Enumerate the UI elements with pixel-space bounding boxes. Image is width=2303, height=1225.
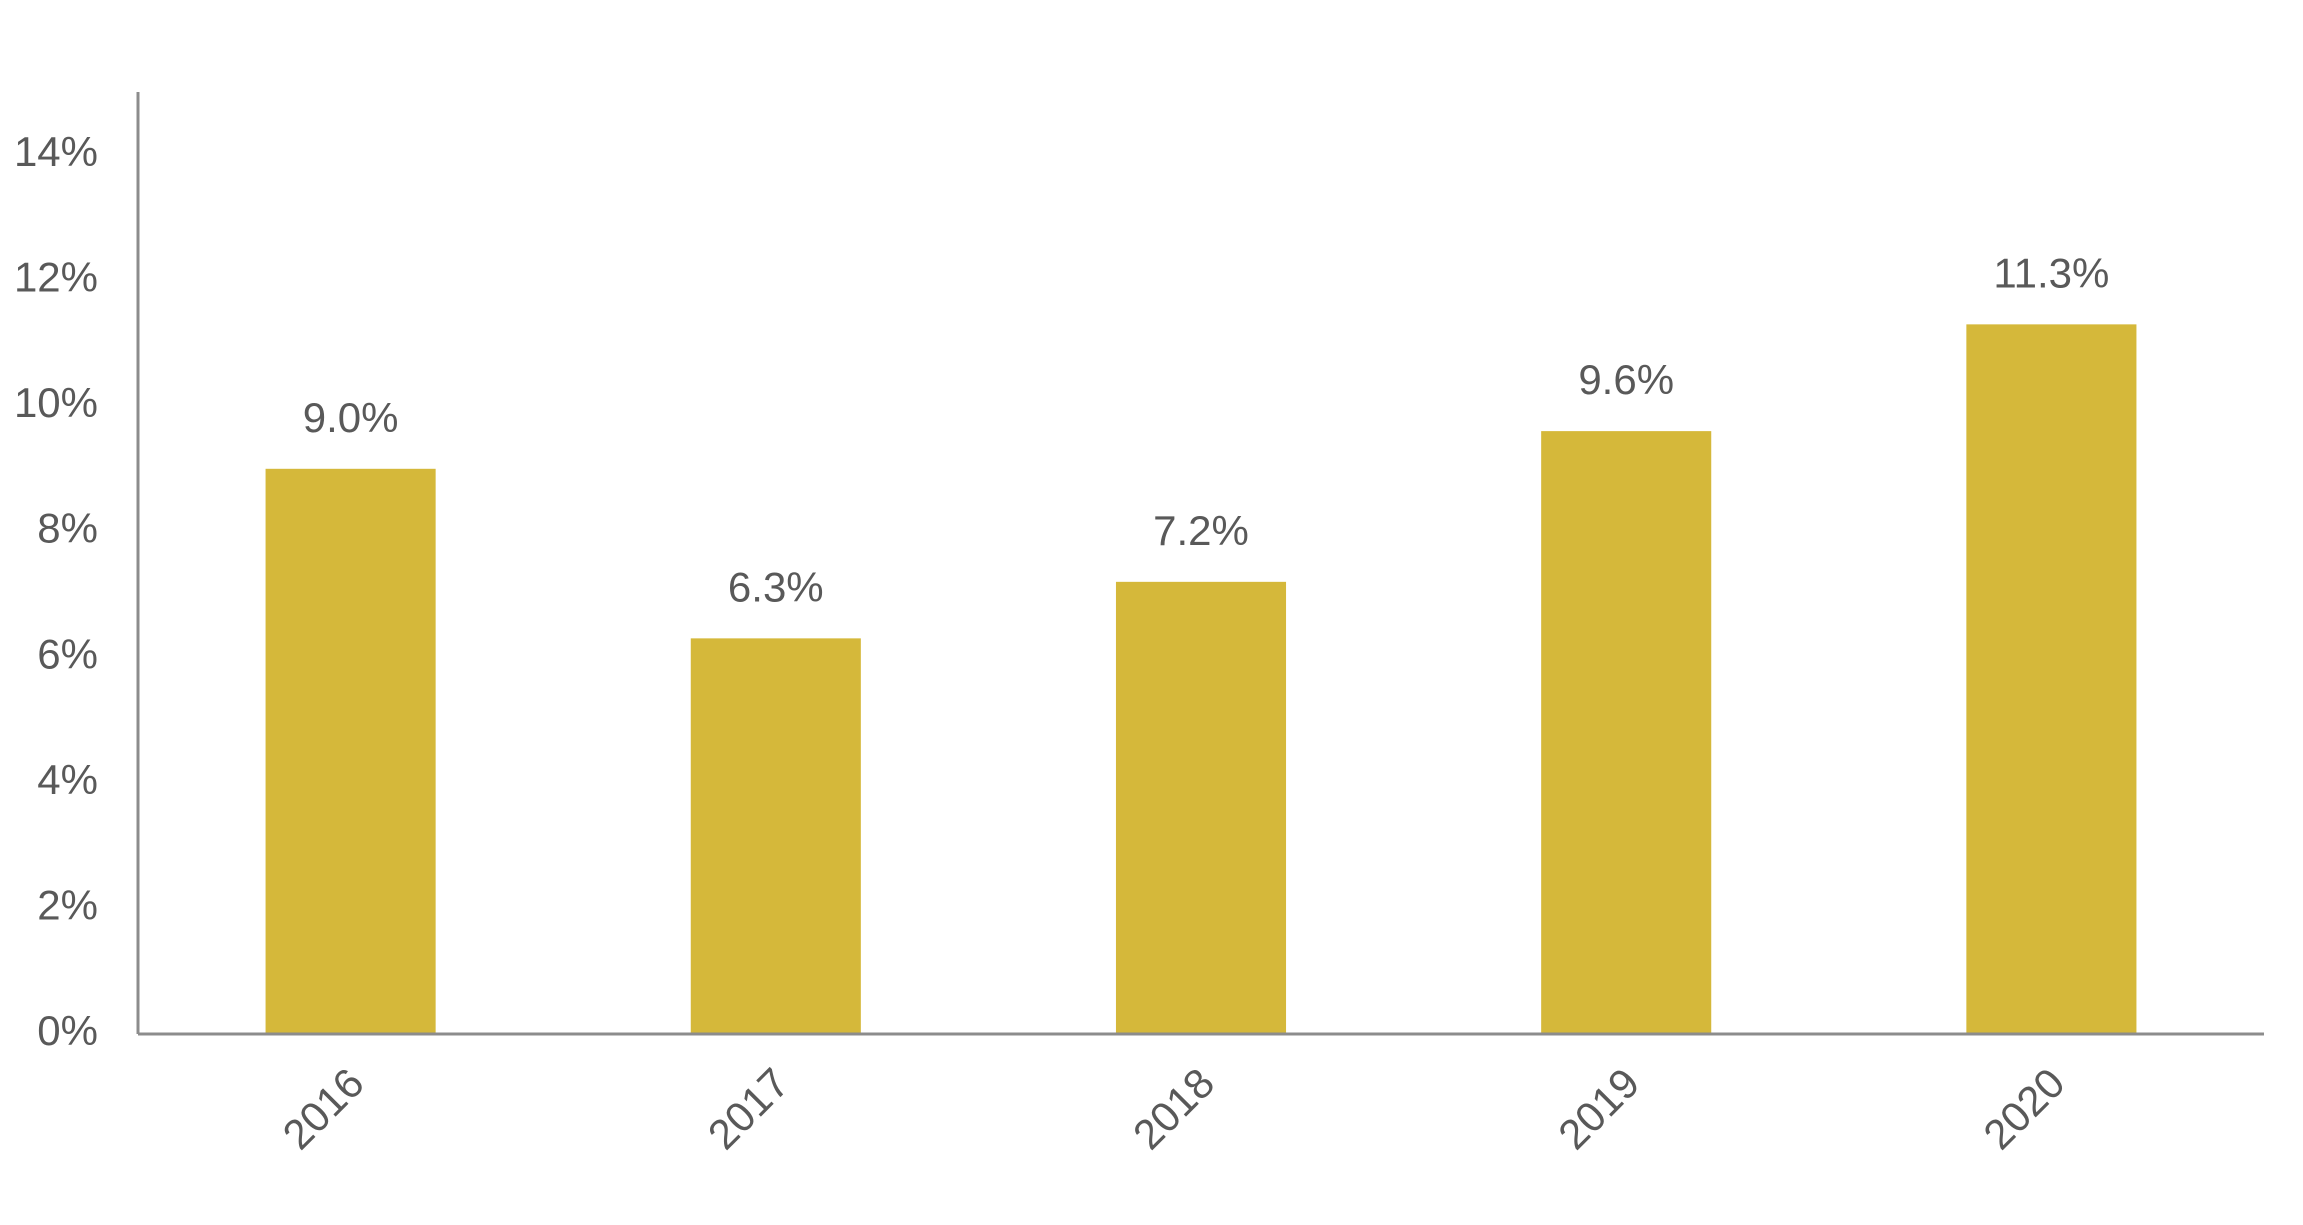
- bar: [1966, 324, 2137, 1034]
- x-tick-label: 2017: [699, 1059, 798, 1158]
- data-label: 9.6%: [1578, 356, 1674, 403]
- y-tick-label: 10%: [14, 379, 98, 426]
- y-tick-label: 2%: [37, 881, 98, 928]
- data-label: 6.3%: [728, 563, 824, 610]
- y-tick-label: 4%: [37, 756, 98, 803]
- y-tick-label: 6%: [37, 630, 98, 677]
- y-tick-label: 12%: [14, 253, 98, 300]
- x-tick-label: 2019: [1549, 1059, 1648, 1158]
- x-tick-label: 2018: [1124, 1059, 1223, 1158]
- y-tick-label: 8%: [37, 505, 98, 552]
- bar: [1541, 431, 1712, 1034]
- x-tick-label: 2016: [274, 1059, 373, 1158]
- y-tick-label: 14%: [14, 128, 98, 175]
- data-label: 9.0%: [303, 394, 399, 441]
- y-tick-label: 0%: [37, 1007, 98, 1054]
- data-label: 7.2%: [1153, 507, 1249, 554]
- bar: [1115, 581, 1287, 1034]
- x-tick-label: 2020: [1974, 1059, 2073, 1158]
- bar: [265, 468, 436, 1034]
- data-label: 11.3%: [1993, 249, 2109, 296]
- bar: [690, 638, 861, 1034]
